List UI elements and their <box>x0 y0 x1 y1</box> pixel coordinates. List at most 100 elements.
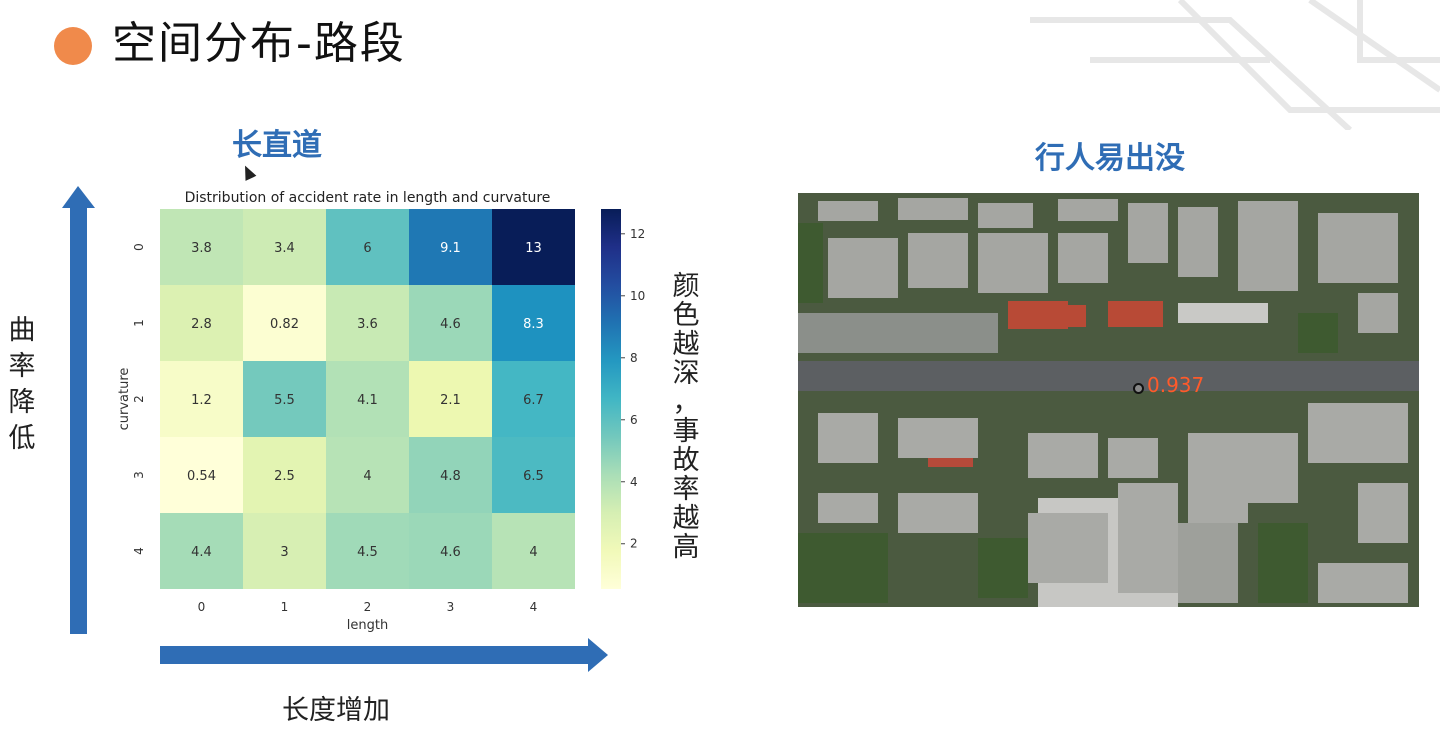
map-building <box>1248 433 1298 503</box>
x-arrow-label: 长度增加 <box>282 695 390 726</box>
map-building <box>818 413 878 463</box>
left-heading: 长直道 <box>232 128 322 163</box>
title-bullet <box>54 27 92 65</box>
heatmap-cell <box>160 513 243 589</box>
heatmap-cell <box>160 209 243 285</box>
cell-label: 2.1 <box>440 393 461 408</box>
heatmap-cell <box>160 285 243 361</box>
cell-label: 4.6 <box>440 545 461 560</box>
map-building <box>1178 207 1218 277</box>
map-building <box>1308 403 1408 463</box>
map-building <box>1108 438 1158 478</box>
cell-label: 13 <box>525 241 542 256</box>
colorbar-tick-label: 2 <box>630 537 638 551</box>
map-building <box>908 233 968 288</box>
cell-label: 5.5 <box>274 393 295 408</box>
background-pattern <box>1030 0 1440 130</box>
heatmap-cell <box>492 285 575 361</box>
map-building <box>818 493 878 523</box>
colorbar-tick-label: 8 <box>630 351 638 365</box>
map-building <box>1058 199 1118 221</box>
heatmap-cell <box>409 437 492 513</box>
colorbar <box>601 209 621 589</box>
colorbar-label-char: 故 <box>672 445 700 476</box>
map-building <box>1108 301 1163 327</box>
map-building <box>1258 523 1308 603</box>
x-tick-label: 4 <box>530 600 538 614</box>
cell-label: 3 <box>280 545 288 560</box>
x-arrow-head <box>588 638 608 672</box>
map-building <box>978 538 1028 598</box>
cell-label: 4.4 <box>191 545 212 560</box>
map-building <box>1008 301 1068 329</box>
colorbar-label-char: 颜 <box>672 271 700 302</box>
map-building <box>798 533 888 603</box>
heatmap-cell <box>326 361 409 437</box>
cell-label: 1.2 <box>191 393 212 408</box>
map-building <box>1178 303 1268 323</box>
x-tick-label: 0 <box>198 600 206 614</box>
colorbar-label-char: 越 <box>672 329 700 360</box>
y-arrow-label: 曲 率 降 低 <box>4 313 40 457</box>
cell-label: 4.5 <box>357 545 378 560</box>
map-building <box>898 493 978 533</box>
colorbar-label-char: 越 <box>672 503 700 534</box>
map-building <box>1028 433 1098 478</box>
y-arrow-char: 降 <box>8 387 36 418</box>
map-building <box>1188 433 1248 523</box>
heatmap-cell <box>243 437 326 513</box>
y-arrow-char: 曲 <box>8 315 36 346</box>
colorbar-label-char: 色 <box>672 300 700 331</box>
heatmap-cell <box>243 285 326 361</box>
map-building <box>1118 483 1178 593</box>
map-building <box>978 233 1048 293</box>
map-building <box>828 238 898 298</box>
cell-label: 4 <box>529 545 537 560</box>
heatmap-cell <box>326 209 409 285</box>
map-building <box>1358 483 1408 543</box>
cell-label: 2.8 <box>191 317 212 332</box>
heatmap-cell <box>326 285 409 361</box>
map-building <box>1058 233 1108 283</box>
map-building <box>898 198 968 220</box>
chart-title: Distribution of accident rate in length … <box>185 190 551 206</box>
map-building <box>798 223 823 303</box>
map-marker-icon <box>1133 383 1144 394</box>
heatmap-cell <box>409 209 492 285</box>
heatmap-cell <box>409 361 492 437</box>
y-tick-label: 0 <box>132 243 146 251</box>
map-building <box>1358 293 1398 333</box>
map-building <box>978 203 1033 228</box>
heatmap-cell <box>409 513 492 589</box>
colorbar-label-char: 事 <box>672 416 700 447</box>
y-tick-label: 4 <box>132 547 146 555</box>
colorbar-label-char: ， <box>672 387 700 418</box>
colorbar-tick-label: 12 <box>630 227 645 241</box>
x-tick-label: 3 <box>447 600 455 614</box>
map-building <box>1028 513 1108 583</box>
y-arrow-head <box>62 186 95 208</box>
colorbar-label-char: 高 <box>672 532 700 563</box>
y-arrow-char: 率 <box>8 351 36 382</box>
colorbar-tick-label: 6 <box>630 413 638 427</box>
x-axis-label: length <box>347 618 388 633</box>
y-tick-label: 2 <box>132 395 146 403</box>
map-overlay-value: 0.937 <box>1147 373 1205 397</box>
y-axis-label: curvature <box>117 368 132 431</box>
x-tick-label: 2 <box>364 600 372 614</box>
y-arrow-char: 低 <box>8 423 36 454</box>
cell-label: 6 <box>363 241 371 256</box>
map-building <box>1238 201 1298 291</box>
cell-label: 2.5 <box>274 469 295 484</box>
colorbar-label: 颜 色 越 深 ， 事 故 率 越 高 <box>668 272 704 562</box>
heatmap-cell <box>326 513 409 589</box>
cell-label: 3.8 <box>191 241 212 256</box>
heatmap-cell <box>409 285 492 361</box>
cell-label: 6.7 <box>523 393 544 408</box>
cell-label: 3.4 <box>274 241 295 256</box>
cell-label: 4.6 <box>440 317 461 332</box>
heatmap-cell <box>160 437 243 513</box>
cell-label: 6.5 <box>523 469 544 484</box>
map-building <box>898 418 978 458</box>
